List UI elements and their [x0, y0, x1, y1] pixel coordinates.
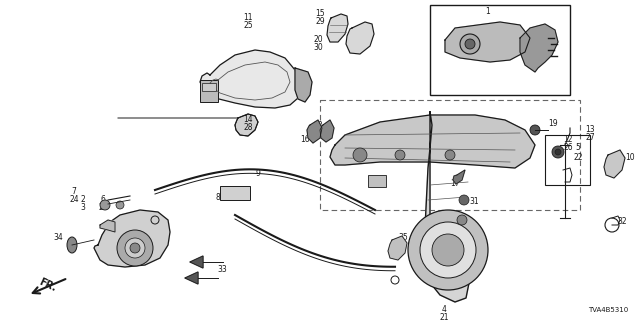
Bar: [545, 135, 590, 185]
Text: 27: 27: [585, 133, 595, 142]
Polygon shape: [94, 210, 170, 267]
Polygon shape: [185, 272, 198, 284]
Circle shape: [460, 34, 480, 54]
Text: 25: 25: [243, 21, 253, 30]
Text: 15: 15: [315, 10, 325, 19]
Text: 2: 2: [81, 196, 85, 204]
Text: 4: 4: [442, 306, 447, 315]
Circle shape: [408, 210, 488, 290]
Text: 17: 17: [450, 179, 460, 188]
Circle shape: [552, 146, 564, 158]
Text: 19: 19: [548, 119, 558, 129]
Polygon shape: [200, 50, 300, 108]
Text: 35: 35: [398, 233, 408, 242]
Circle shape: [432, 234, 464, 266]
Text: 9: 9: [255, 169, 260, 178]
Text: 20: 20: [313, 36, 323, 44]
Polygon shape: [320, 120, 334, 142]
Polygon shape: [295, 68, 312, 102]
Circle shape: [459, 195, 469, 205]
Text: 31: 31: [469, 197, 479, 206]
Text: 28: 28: [243, 124, 253, 132]
Text: 5: 5: [575, 143, 580, 153]
Text: 29: 29: [315, 18, 325, 27]
Text: 16: 16: [300, 135, 310, 145]
Bar: [368, 175, 386, 187]
Polygon shape: [445, 22, 530, 62]
Polygon shape: [100, 220, 115, 232]
Text: 3: 3: [81, 204, 85, 212]
Text: 13: 13: [585, 125, 595, 134]
Text: 14: 14: [243, 116, 253, 124]
Polygon shape: [453, 170, 465, 184]
Text: FR.: FR.: [38, 277, 58, 293]
Text: 26: 26: [563, 143, 573, 153]
Circle shape: [353, 148, 367, 162]
Text: 34: 34: [53, 234, 63, 243]
Circle shape: [445, 150, 455, 160]
Polygon shape: [425, 112, 470, 302]
Text: 32: 32: [617, 218, 627, 227]
Text: TVA4B5310: TVA4B5310: [588, 307, 628, 313]
Circle shape: [457, 215, 467, 225]
Text: 23: 23: [98, 204, 108, 212]
Circle shape: [395, 150, 405, 160]
Polygon shape: [307, 120, 322, 143]
Ellipse shape: [67, 237, 77, 253]
Circle shape: [117, 230, 153, 266]
Text: 30: 30: [313, 44, 323, 52]
Text: 22: 22: [573, 154, 583, 163]
Polygon shape: [235, 114, 258, 136]
Bar: [320, 100, 580, 210]
Circle shape: [465, 39, 475, 49]
Polygon shape: [388, 236, 407, 260]
Text: 12: 12: [563, 135, 573, 145]
Circle shape: [420, 222, 476, 278]
Bar: [202, 83, 216, 91]
Polygon shape: [190, 256, 203, 268]
Circle shape: [530, 125, 540, 135]
Text: 7: 7: [72, 188, 76, 196]
Polygon shape: [520, 24, 558, 72]
Circle shape: [125, 238, 145, 258]
Text: 18: 18: [313, 121, 323, 130]
Circle shape: [130, 243, 140, 253]
Circle shape: [100, 200, 110, 210]
Polygon shape: [330, 115, 535, 168]
Bar: [220, 186, 250, 200]
Bar: [430, 5, 570, 95]
Circle shape: [555, 149, 561, 155]
Text: 8: 8: [216, 193, 220, 202]
Polygon shape: [327, 14, 348, 42]
Polygon shape: [235, 114, 258, 136]
Text: 6: 6: [100, 196, 106, 204]
Text: 21: 21: [439, 314, 449, 320]
Text: 24: 24: [69, 196, 79, 204]
Polygon shape: [346, 22, 374, 54]
Polygon shape: [604, 150, 625, 178]
Text: 10: 10: [625, 154, 635, 163]
Circle shape: [116, 201, 124, 209]
Bar: [200, 80, 218, 102]
Text: 1: 1: [486, 7, 490, 17]
Text: 33: 33: [217, 266, 227, 275]
Text: 11: 11: [243, 13, 253, 22]
